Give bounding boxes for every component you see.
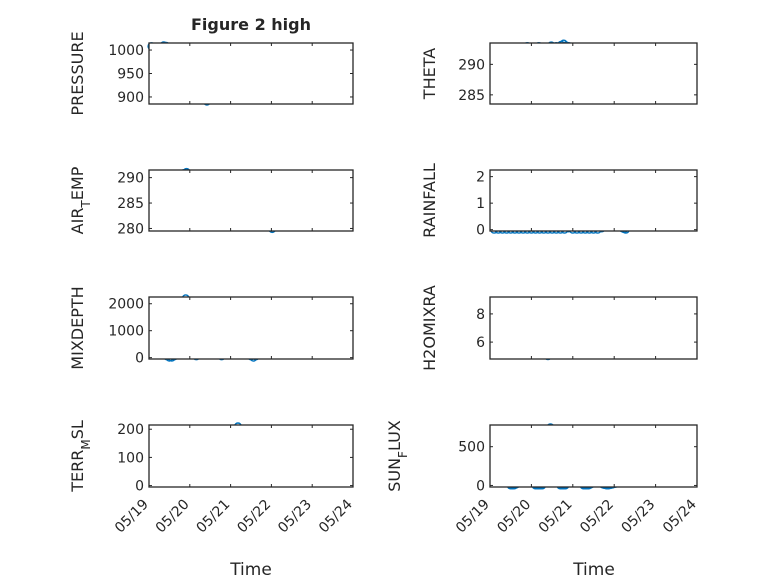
y-axis-label: PRESSURE: [68, 31, 87, 115]
subplot-h2omixra: 6 8 H2OMIXRA: [420, 285, 698, 371]
axes-box: [148, 169, 354, 232]
y-axis-label: AIRTEMP: [68, 166, 93, 234]
axes-box: [489, 424, 698, 488]
subplot-mixdepth: 0 1000 2000 MIXDEPTH: [68, 286, 354, 370]
y-axis-label: RAINFALL: [420, 163, 439, 238]
x-axis-label-right: Time: [572, 560, 615, 580]
y-tick-label: 200: [117, 422, 144, 438]
y-tick-label: 2000: [108, 297, 144, 313]
axes-box: [489, 42, 698, 105]
y-tick-label: 285: [117, 196, 144, 212]
y-tick-label: 1000: [108, 43, 144, 59]
y-tick-label: 280: [117, 221, 144, 237]
y-tick-label: 6: [476, 335, 485, 351]
subplot-air-temp: 280 285 290 AIRTEMP: [68, 166, 354, 237]
y-tick-label: 0: [476, 223, 485, 239]
axes-box: [148, 296, 354, 360]
y-axis-label: H2OMIXRA: [420, 285, 439, 371]
subplot-pressure: 900 950 1000 PRESSURE: [68, 31, 354, 116]
y-axis-label: TERRMSL: [68, 420, 93, 493]
axes-box: [148, 424, 354, 488]
y-axis-label: SUNFLUX: [385, 420, 410, 492]
y-tick-label: 285: [458, 88, 485, 104]
axes-box: [148, 42, 354, 105]
y-tick-label: 290: [117, 171, 144, 187]
y-tick-label: 0: [135, 351, 144, 367]
y-tick-label: 290: [458, 57, 485, 73]
y-tick-label: 500: [458, 440, 485, 456]
axes-box: [489, 169, 698, 232]
y-tick-label: 0: [476, 478, 485, 494]
y-tick-label: 8: [476, 307, 485, 323]
y-tick-label: 100: [117, 450, 144, 466]
y-tick-label: 0: [135, 479, 144, 495]
y-tick-label: 900: [117, 90, 144, 106]
subplot-rainfall: 0 1 2 RAINFALL: [420, 163, 698, 239]
y-tick-label: 2: [476, 170, 485, 186]
axes-box: [489, 296, 698, 360]
y-tick-label: 1000: [108, 324, 144, 340]
figure-title: Figure 2 high: [191, 15, 311, 34]
y-tick-label: 950: [117, 67, 144, 83]
y-axis-label: MIXDEPTH: [68, 286, 87, 369]
subplot-theta: 285 290 THETA: [420, 39, 698, 105]
y-axis-label: THETA: [420, 48, 439, 100]
x-axis-label-left: Time: [229, 560, 272, 580]
y-tick-label: 1: [476, 196, 485, 212]
